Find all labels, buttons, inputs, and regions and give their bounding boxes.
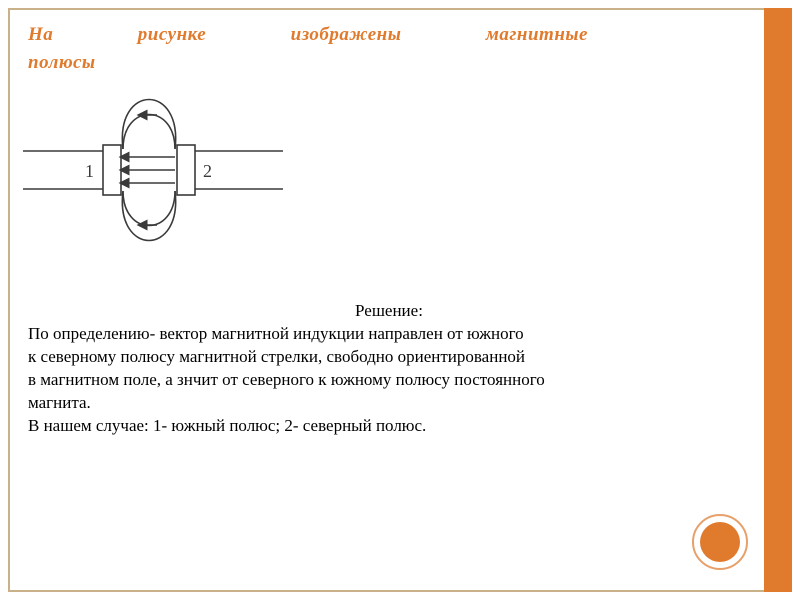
circle-inner — [700, 522, 740, 562]
solution-line: в магнитном поле, а знчит от северного к… — [28, 369, 750, 392]
diagram-label-2: 2 — [203, 161, 212, 181]
title-word: рисунке — [138, 22, 206, 48]
slide-title: На рисунке изображены магнитные полюсы — [28, 22, 588, 75]
solution-heading: Решение: — [28, 300, 750, 323]
solution-line: магнита. — [28, 392, 750, 415]
solution-line: к северному полюсу магнитной стрелки, св… — [28, 346, 750, 369]
right-accent-bar — [764, 8, 792, 592]
diagram-svg: 1 2 — [23, 85, 283, 255]
title-line2: полюсы — [28, 50, 588, 76]
solution-block: Решение: По определению- вектор магнитно… — [28, 300, 750, 438]
title-word: магнитные — [486, 22, 588, 48]
title-word: На — [28, 22, 53, 48]
decorative-circle — [692, 514, 748, 570]
slide-content: На рисунке изображены магнитные полюсы — [28, 22, 750, 438]
solution-line: По определению- вектор магнитной индукци… — [28, 323, 750, 346]
magnetic-field-diagram: 1 2 — [23, 85, 750, 260]
title-word: изображены — [291, 22, 402, 48]
solution-line: В нашем случае: 1- южный полюс; 2- север… — [28, 415, 750, 438]
diagram-label-1: 1 — [85, 161, 94, 181]
